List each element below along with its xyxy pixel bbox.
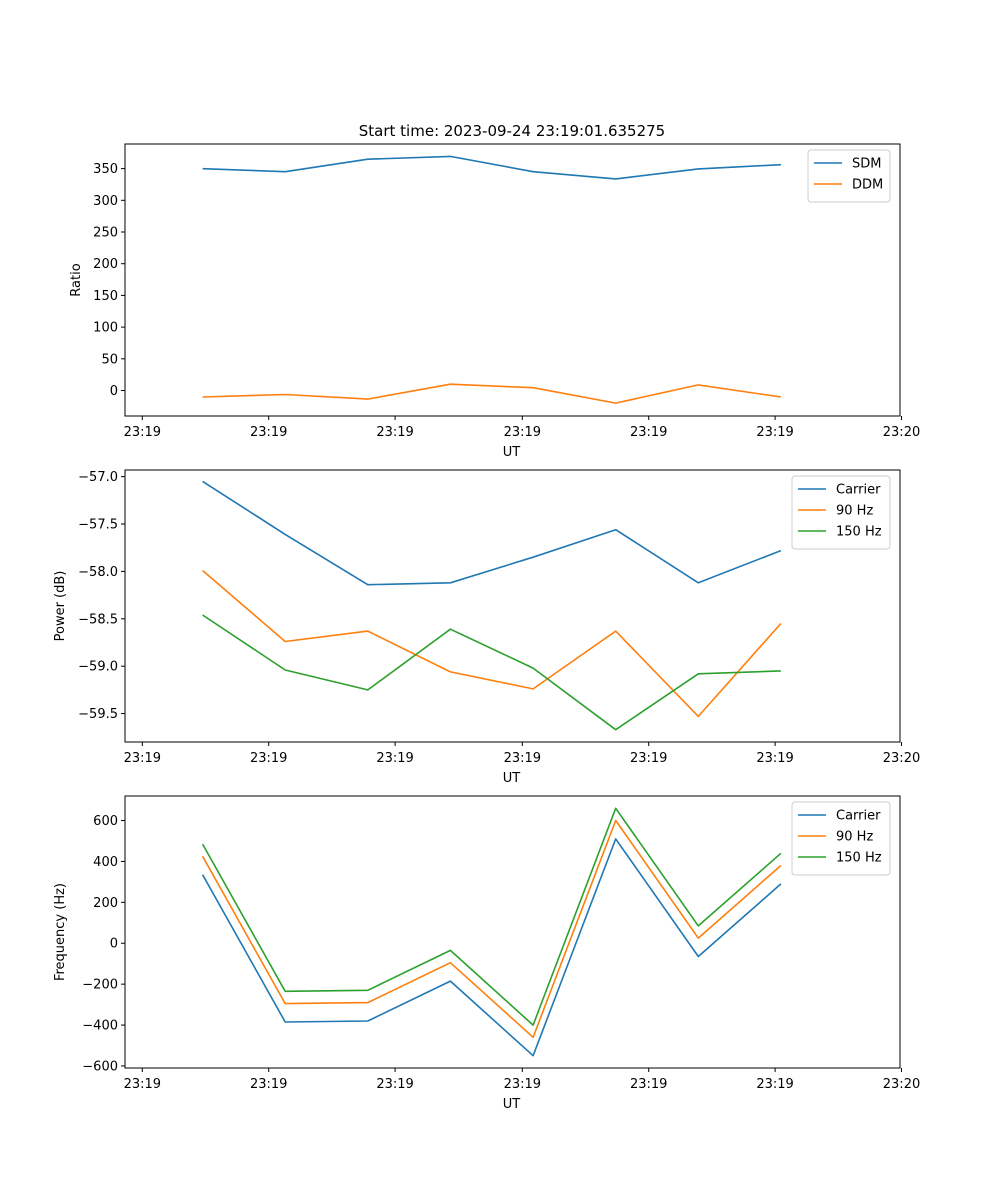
series-line-90-hz bbox=[201, 819, 782, 1039]
x-tick-label: 23:19 bbox=[376, 425, 413, 440]
legend-label: 150 Hz bbox=[836, 851, 882, 866]
x-tick-label: 23:20 bbox=[883, 425, 920, 440]
x-tick-label: 23:19 bbox=[504, 1077, 541, 1092]
y-axis-label: Ratio bbox=[69, 263, 84, 296]
x-tick-label: 23:19 bbox=[756, 751, 793, 766]
y-axis-label: Frequency (Hz) bbox=[53, 883, 68, 981]
x-tick-label: 23:19 bbox=[504, 751, 541, 766]
x-axis-label: UT bbox=[503, 1097, 521, 1112]
y-tick-label: 0 bbox=[110, 384, 118, 399]
x-tick-label: 23:19 bbox=[124, 425, 161, 440]
x-tick-label: 23:20 bbox=[883, 1077, 920, 1092]
y-tick-label: 600 bbox=[93, 814, 118, 829]
y-tick-label: 250 bbox=[93, 226, 118, 241]
legend: Carrier 90 Hz 150 Hz bbox=[791, 475, 891, 550]
x-tick-label: 23:19 bbox=[250, 751, 287, 766]
x-axis-label: UT bbox=[503, 445, 521, 460]
y-tick-label: 200 bbox=[93, 896, 118, 911]
chart-panel-1: 0 50 100 150 200 250 300 350 23:19 23:19 23:19 23:1… bbox=[69, 143, 920, 460]
legend: SDM DDM bbox=[807, 149, 891, 203]
chart-title: Start time: 2023-09-24 23:19:01.635275 bbox=[359, 122, 665, 140]
axes-frame bbox=[124, 143, 901, 417]
legend-label: 90 Hz bbox=[836, 504, 873, 519]
y-tick-label: −59.0 bbox=[78, 660, 118, 675]
legend-label: 90 Hz bbox=[836, 830, 873, 845]
x-tick-label: 23:19 bbox=[124, 751, 161, 766]
legend-label: DDM bbox=[852, 178, 883, 193]
x-tick-label: 23:19 bbox=[250, 1077, 287, 1092]
x-tick-label: 23:19 bbox=[630, 751, 667, 766]
series-line-150-hz bbox=[201, 807, 782, 1026]
series-line-90-hz bbox=[202, 569, 782, 718]
y-tick-label: −57.5 bbox=[78, 518, 118, 533]
axes-container: 0 50 100 150 200 250 300 350 23:19 23:19 23:19 23:1… bbox=[53, 143, 920, 1112]
legend-label: SDM bbox=[852, 157, 881, 172]
y-tick-label: 100 bbox=[93, 321, 118, 336]
legend-label: 150 Hz bbox=[836, 525, 882, 540]
legend-label: Carrier bbox=[836, 809, 881, 824]
y-tick-label: 400 bbox=[93, 855, 118, 870]
y-tick-label: −59.5 bbox=[78, 707, 118, 722]
x-tick-label: 23:19 bbox=[630, 1077, 667, 1092]
y-tick-label: −58.0 bbox=[78, 565, 118, 580]
x-tick-label: 23:19 bbox=[756, 1077, 793, 1092]
y-tick-label: −200 bbox=[82, 978, 118, 993]
x-tick-label: 23:19 bbox=[504, 425, 541, 440]
y-tick-label: 350 bbox=[93, 162, 118, 177]
series-line-ddm bbox=[202, 383, 782, 404]
y-axis-label: Power (dB) bbox=[53, 571, 68, 642]
x-tick-label: 23:19 bbox=[376, 751, 413, 766]
y-tick-label: −57.0 bbox=[78, 470, 118, 485]
x-tick-label: 23:19 bbox=[250, 425, 287, 440]
chart-panel-2: −57.0 −57.5 −58.0 −58.5 −59.0 −59.5 23:19 23:19… bbox=[53, 469, 920, 786]
legend: Carrier 90 Hz 150 Hz bbox=[791, 801, 891, 876]
y-tick-label: 200 bbox=[93, 257, 118, 272]
y-tick-label: −600 bbox=[82, 1059, 118, 1074]
x-tick-label: 23:20 bbox=[883, 751, 920, 766]
x-axis-label: UT bbox=[503, 771, 521, 786]
y-tick-label: 50 bbox=[101, 352, 118, 367]
x-tick-label: 23:19 bbox=[756, 425, 793, 440]
y-tick-label: 150 bbox=[93, 289, 118, 304]
x-tick-label: 23:19 bbox=[630, 425, 667, 440]
x-tick-label: 23:19 bbox=[376, 1077, 413, 1092]
legend-label: Carrier bbox=[836, 483, 881, 498]
series-line-carrier bbox=[202, 480, 782, 586]
series-line-150-hz bbox=[202, 614, 781, 731]
axes-frame bbox=[124, 469, 901, 743]
y-tick-label: −400 bbox=[82, 1019, 118, 1034]
axes-frame bbox=[124, 795, 901, 1069]
y-tick-label: 0 bbox=[110, 937, 118, 952]
series-line-carrier bbox=[201, 838, 782, 1057]
x-tick-label: 23:19 bbox=[124, 1077, 161, 1092]
chart-panel-3: −600 −400 −200 0 200 400 600 23:19 23:19 23:19 23:… bbox=[53, 795, 920, 1112]
y-tick-label: −58.5 bbox=[78, 612, 118, 627]
y-tick-label: 300 bbox=[93, 194, 118, 209]
series-line-sdm bbox=[202, 155, 781, 180]
